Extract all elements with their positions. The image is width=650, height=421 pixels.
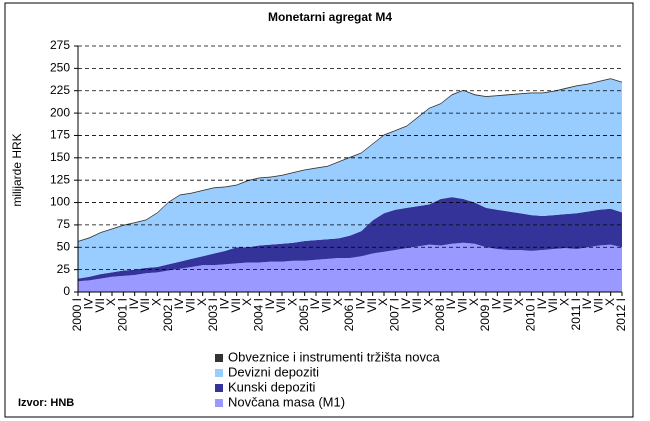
x-tick-label: 2001 I [116,298,130,331]
y-tick-label: 100 [50,195,70,209]
area [78,242,622,292]
x-tick-label: X [331,298,345,306]
x-tick-label: X [150,298,164,306]
x-tick-label: VII [274,298,288,313]
x-tick-label: 2005 I [297,298,311,331]
y-tick-label: 150 [50,150,70,164]
x-tick-label: IV [535,298,549,309]
x-tick-label: X [422,298,436,306]
x-tick-label: IV [218,298,232,309]
x-tick-label: 2000 I [70,298,84,331]
x-tick-label: VII [456,298,470,313]
source: Izvor: HNB [18,397,74,409]
legend-swatch [215,384,223,392]
x-tick-label: VII [138,298,152,313]
x-tick-label: VII [501,298,515,313]
x-tick-label: 2008 I [433,298,447,331]
y-tick-label: 225 [50,83,70,97]
x-tick-label: X [104,298,118,306]
x-tick-label: IV [490,298,504,309]
x-tick-label: 2007 I [388,298,402,331]
x-tick-label: X [467,298,481,306]
x-tick-label: 2009 I [478,298,492,331]
x-tick-label: 2011 I [569,298,583,330]
x-tick-label: X [240,298,254,306]
x-tick-label: VII [592,298,606,313]
x-tick-label: IV [354,298,368,309]
y-tick-label: 75 [57,217,71,231]
x-tick-label: VII [410,298,424,313]
x-tick-label: VII [184,298,198,313]
x-tick-label: VII [320,298,334,313]
x-tick-label: X [512,298,526,306]
x-tick-label: X [558,298,572,306]
x-tick-label: IV [82,298,96,309]
x-tick-label: X [376,298,390,306]
y-tick-label: 250 [50,61,70,75]
x-tick-label: VII [546,298,560,313]
x-tick-label: IV [580,298,594,309]
legend-swatch [215,369,223,377]
x-tick-label: 2002 I [161,298,175,331]
legend-swatch [215,399,223,407]
legend-swatch [215,354,223,362]
x-tick-label: IV [444,298,458,309]
area [78,79,622,279]
y-tick-label: 200 [50,105,70,119]
x-tick-label: X [603,298,617,306]
x-tick-label: 2012 I [614,298,628,331]
y-tick-label: 275 [50,38,70,52]
area [78,197,622,282]
y-tick-label: 0 [63,284,70,298]
y-axis-label: milijarde HRK [10,133,24,206]
legend-label: Obveznice i instrumenti tržišta novca [228,349,440,364]
x-tick-label: 2006 I [342,298,356,331]
legend-label: Devizni depoziti [228,364,319,379]
legend-label: Kunski depoziti [228,379,316,394]
y-tick-label: 175 [50,128,70,142]
x-tick-label: 2003 I [206,298,220,331]
x-tick-label: X [286,298,300,306]
x-tick-label: VII [229,298,243,313]
x-tick-label: IV [308,298,322,309]
x-tick-label: IV [263,298,277,309]
x-tick-label: IV [172,298,186,309]
legend-label: Novčana masa (M1) [228,394,345,409]
y-tick-label: 25 [57,262,71,276]
x-tick-label: IV [127,298,141,309]
chart-title: Monetarni agregat M4 [268,10,392,24]
x-tick-label: X [195,298,209,306]
x-tick-label: 2010 I [524,298,538,331]
y-tick-label: 50 [57,239,71,253]
x-tick-label: IV [399,298,413,309]
x-tick-label: 2004 I [252,298,266,331]
x-tick-label: VII [93,298,107,313]
x-tick-label: VII [365,298,379,313]
y-tick-label: 125 [50,172,70,186]
